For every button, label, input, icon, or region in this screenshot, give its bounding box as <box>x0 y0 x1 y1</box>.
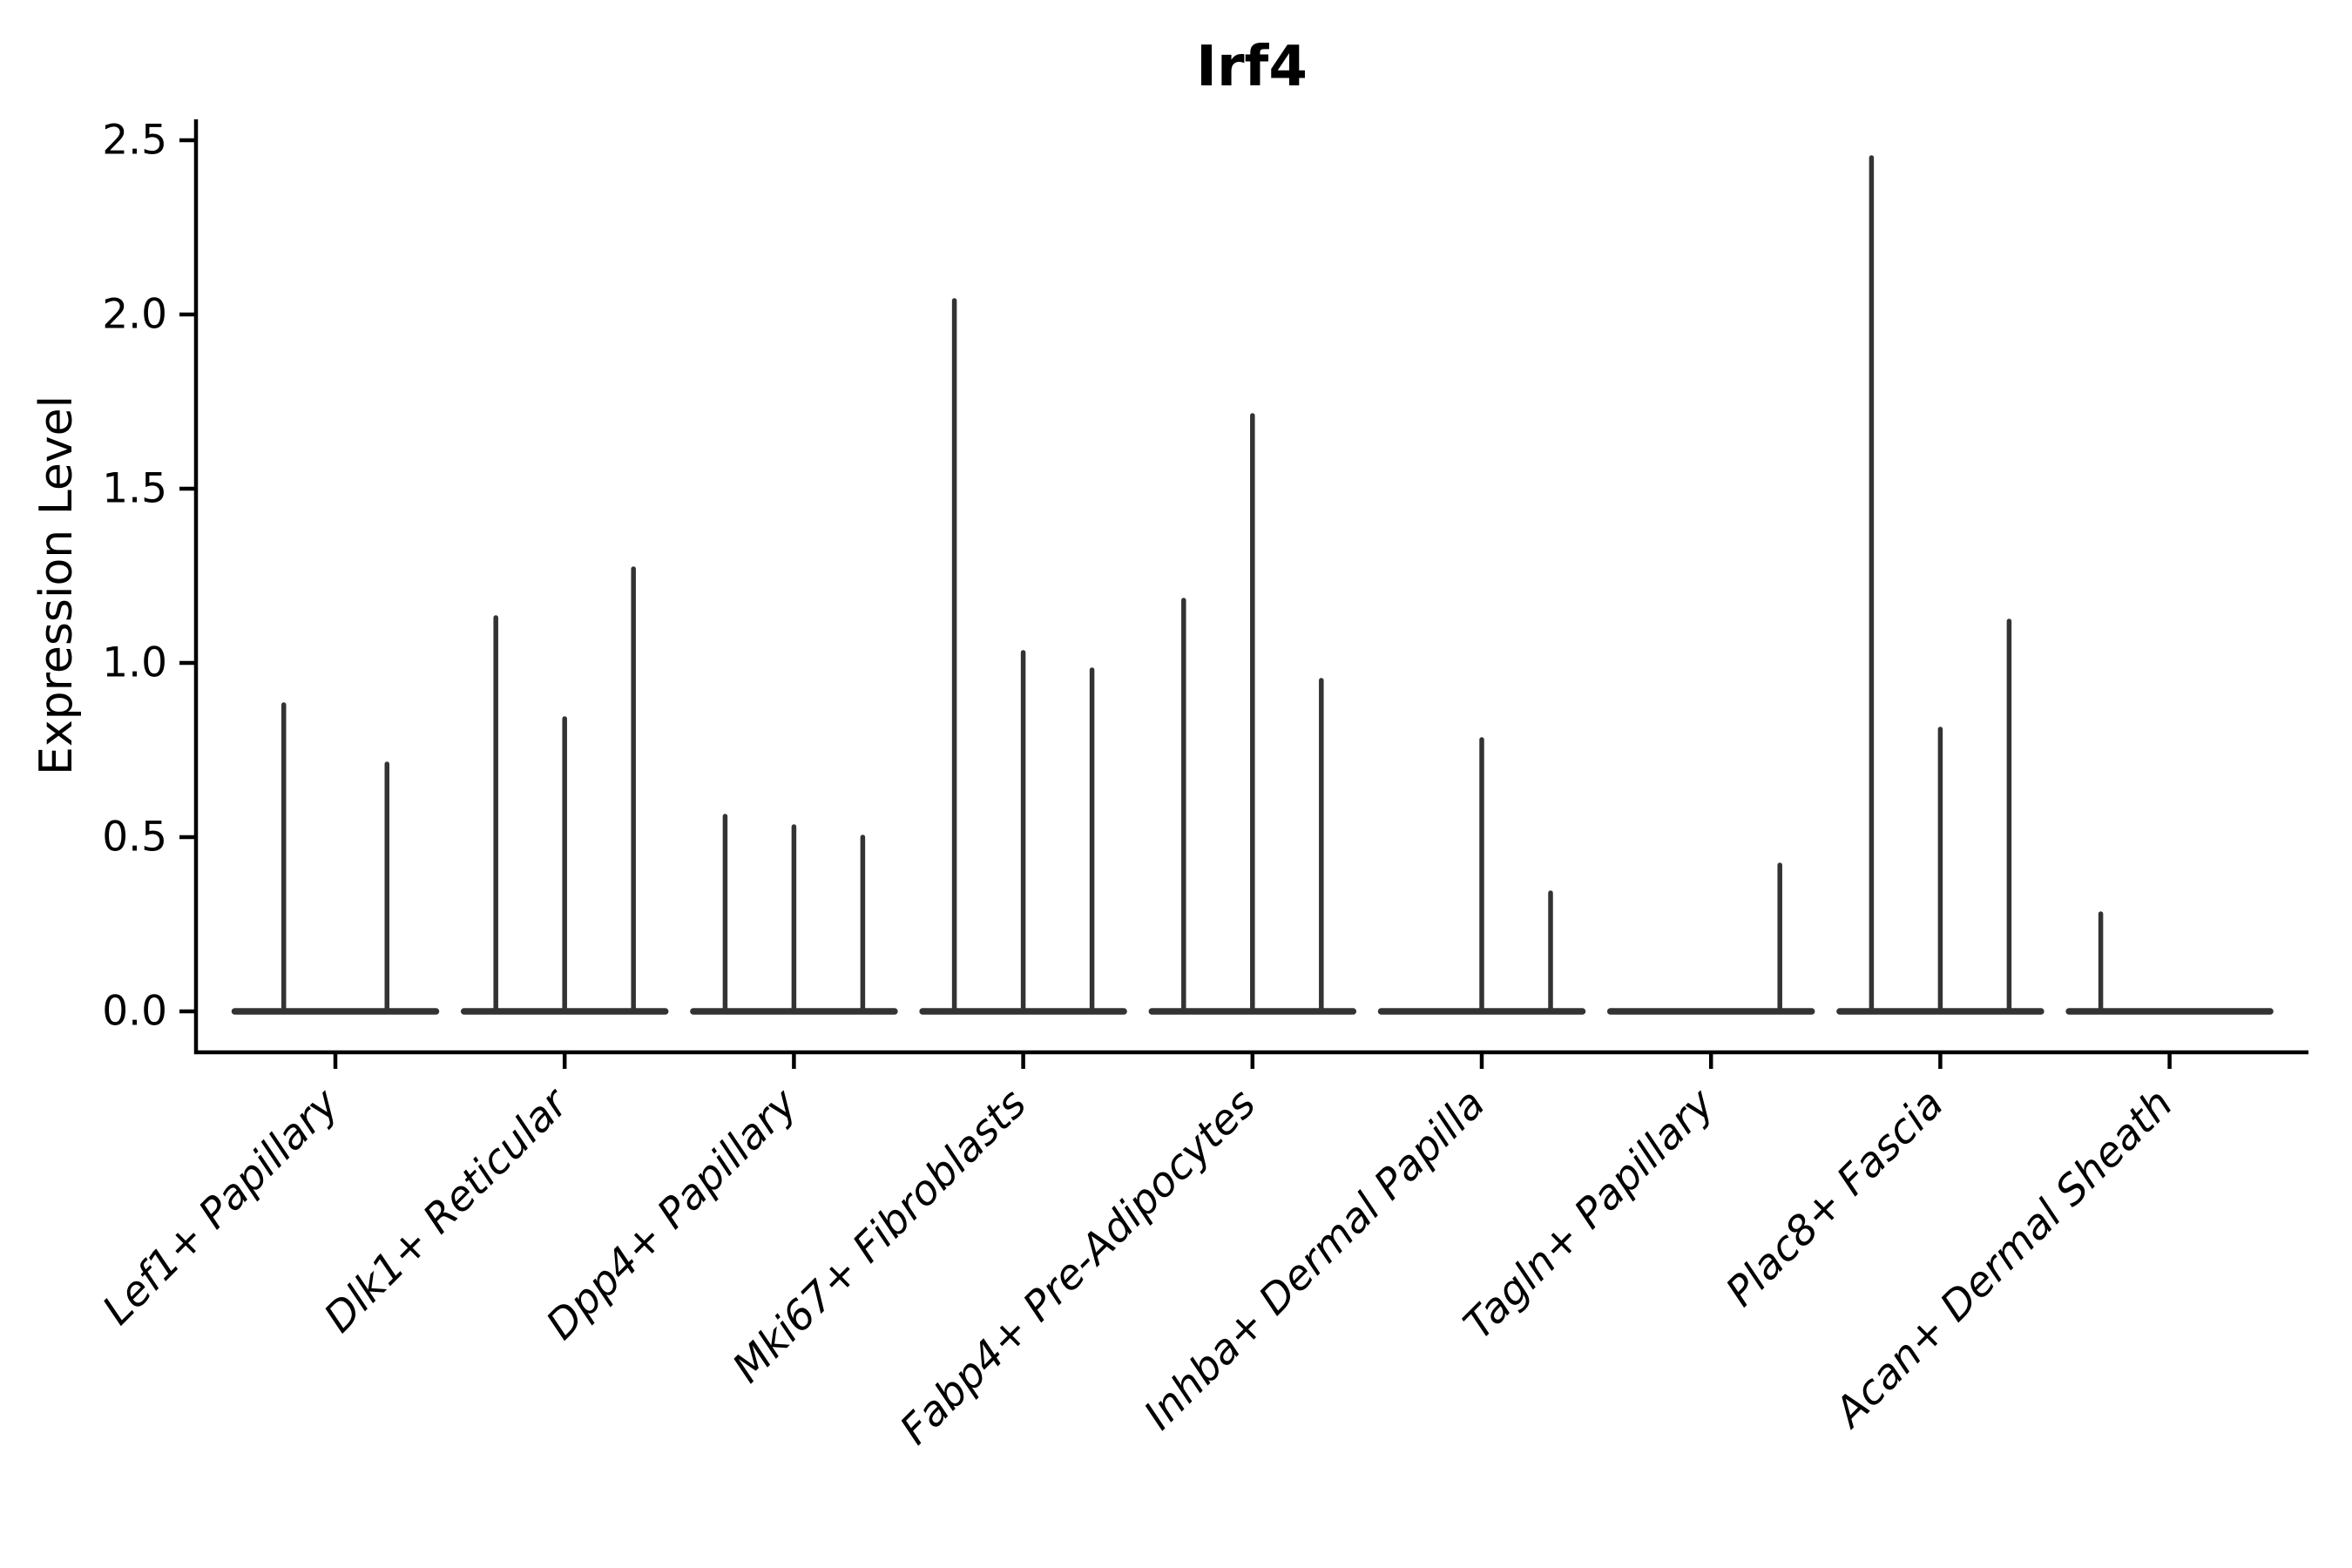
violin-group <box>460 566 669 1015</box>
violin-group <box>1148 413 1357 1015</box>
y-tick-label: 0.0 <box>102 988 167 1036</box>
violin-group <box>919 298 1127 1015</box>
x-tick-label: Plac8+ Fascia <box>1717 1080 1953 1316</box>
violin-group <box>1836 155 2044 1015</box>
y-tick-label: 2.5 <box>102 117 167 165</box>
violin-group <box>231 702 440 1015</box>
violin-group <box>690 814 898 1015</box>
violin-group <box>1377 737 1586 1015</box>
violin-group <box>2065 911 2274 1015</box>
axes-spines <box>193 119 2308 1055</box>
x-tick-label: Dpp4+ Papillary <box>537 1079 808 1349</box>
chart-title: Irf4 <box>1196 35 1308 99</box>
y-tick-label: 1.0 <box>102 639 167 687</box>
x-tick-label: Dlk1+ Reticular <box>315 1078 579 1342</box>
y-axis-label: Expression Level <box>30 395 83 775</box>
x-tick-label: Lef1+ Papillary <box>93 1079 348 1335</box>
violins-layer <box>231 155 2274 1015</box>
x-tick-label: Tagln+ Papillary <box>1455 1079 1725 1349</box>
y-tick-label: 0.5 <box>102 814 167 862</box>
y-axis-ticks: 0.0 0.5 1.0 1.5 2.0 2.5 <box>102 117 196 1036</box>
y-tick-label: 2.0 <box>102 291 167 339</box>
y-tick-label: 1.5 <box>102 465 167 513</box>
violin-group <box>1606 862 1815 1015</box>
